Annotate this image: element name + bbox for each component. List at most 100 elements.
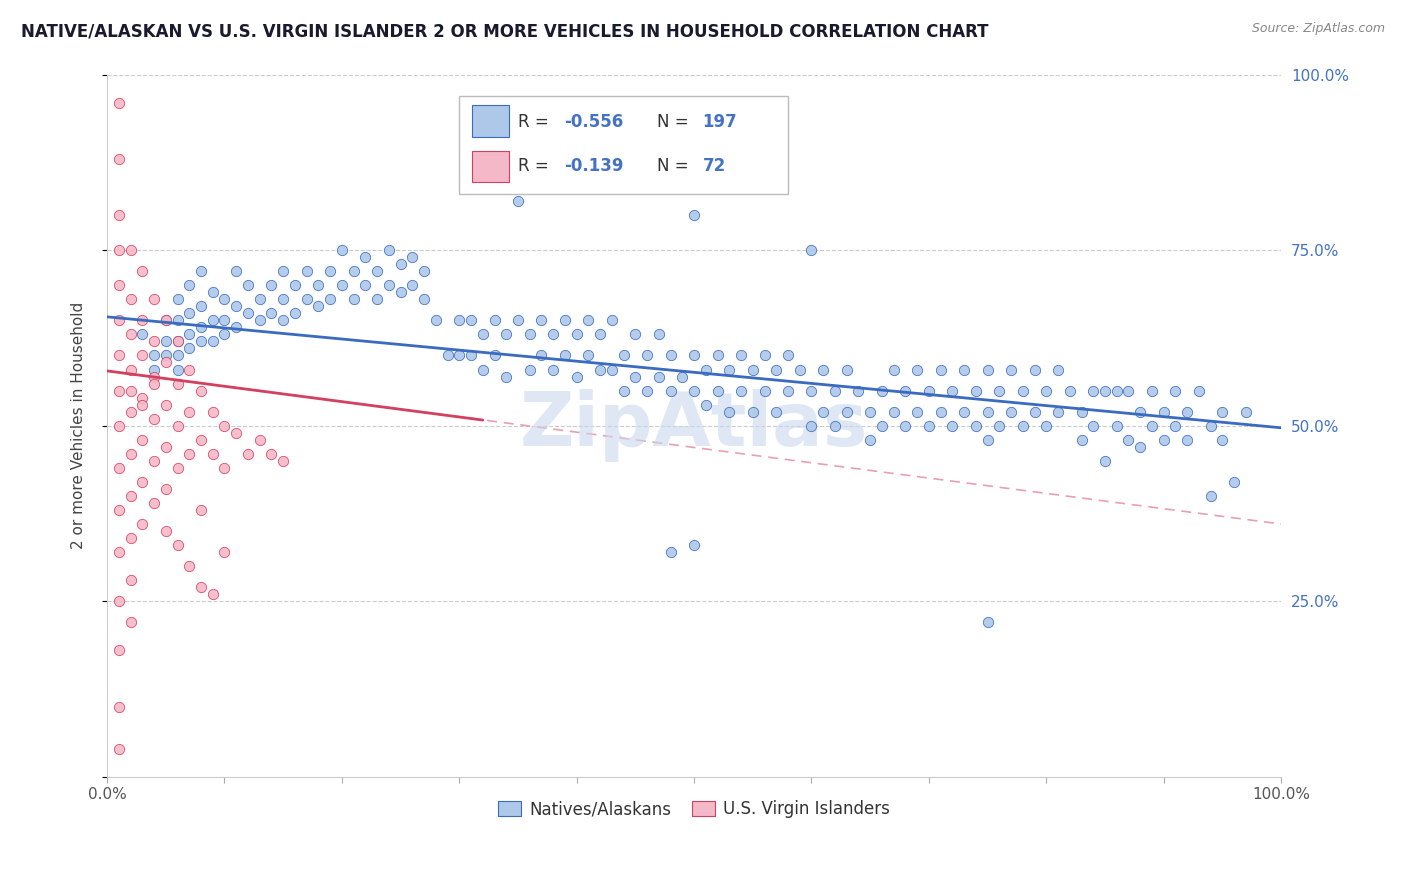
Point xyxy=(131,264,153,278)
Point xyxy=(578,348,600,362)
Point xyxy=(695,398,717,412)
Point xyxy=(236,278,259,293)
Point xyxy=(648,327,671,342)
Point xyxy=(683,208,706,222)
Point xyxy=(166,538,188,552)
Point xyxy=(624,327,647,342)
Point xyxy=(813,362,835,376)
Point xyxy=(976,615,998,630)
Point xyxy=(965,384,987,398)
Point xyxy=(166,418,188,433)
Point xyxy=(671,369,693,384)
Point xyxy=(988,384,1011,398)
Point xyxy=(683,538,706,552)
Point xyxy=(284,306,307,320)
Point xyxy=(401,250,423,264)
Point xyxy=(131,433,153,447)
Point xyxy=(108,741,131,756)
Point xyxy=(166,348,188,362)
Point xyxy=(131,327,153,342)
Point xyxy=(589,327,612,342)
Point xyxy=(214,418,236,433)
Point xyxy=(190,580,212,594)
Point xyxy=(108,348,131,362)
Point xyxy=(1083,418,1105,433)
Point xyxy=(1035,418,1057,433)
Point xyxy=(1035,384,1057,398)
Point xyxy=(1140,418,1163,433)
Point xyxy=(155,482,177,496)
Point xyxy=(108,313,131,327)
Text: NATIVE/ALASKAN VS U.S. VIRGIN ISLANDER 2 OR MORE VEHICLES IN HOUSEHOLD CORRELATI: NATIVE/ALASKAN VS U.S. VIRGIN ISLANDER 2… xyxy=(21,22,988,40)
Point xyxy=(201,447,224,461)
Point xyxy=(506,313,529,327)
Point xyxy=(214,293,236,307)
Point xyxy=(613,384,636,398)
Point xyxy=(1234,404,1257,418)
Point xyxy=(636,348,658,362)
Point xyxy=(249,293,271,307)
Point xyxy=(800,418,823,433)
Point xyxy=(249,313,271,327)
Point xyxy=(120,293,142,307)
Point xyxy=(1000,362,1022,376)
Point xyxy=(260,447,283,461)
Point xyxy=(683,384,706,398)
Point xyxy=(1211,433,1233,447)
Point xyxy=(894,384,917,398)
Point xyxy=(131,475,153,489)
Point xyxy=(1175,433,1198,447)
Point xyxy=(848,384,870,398)
Point xyxy=(870,384,893,398)
Point xyxy=(765,404,787,418)
Point xyxy=(1129,404,1152,418)
Point xyxy=(143,293,166,307)
Legend: Natives/Alaskans, U.S. Virgin Islanders: Natives/Alaskans, U.S. Virgin Islanders xyxy=(491,793,897,825)
Point xyxy=(1129,440,1152,454)
Point xyxy=(541,327,564,342)
Point xyxy=(1164,384,1187,398)
Point xyxy=(190,334,212,349)
Point xyxy=(201,285,224,300)
Point xyxy=(389,285,412,300)
Point xyxy=(319,293,342,307)
Point xyxy=(636,384,658,398)
Point xyxy=(530,313,553,327)
Point xyxy=(143,334,166,349)
Point xyxy=(190,264,212,278)
Point xyxy=(179,404,201,418)
Point xyxy=(155,524,177,538)
Point xyxy=(953,362,976,376)
Point xyxy=(120,327,142,342)
Point xyxy=(271,454,294,468)
Point xyxy=(120,243,142,257)
Point xyxy=(225,320,247,334)
Point xyxy=(1199,418,1222,433)
Point xyxy=(495,327,517,342)
Text: Source: ZipAtlas.com: Source: ZipAtlas.com xyxy=(1251,22,1385,36)
Point xyxy=(600,313,623,327)
Point xyxy=(354,250,377,264)
Point xyxy=(295,264,318,278)
Point xyxy=(201,313,224,327)
Point xyxy=(1059,384,1081,398)
Point xyxy=(120,404,142,418)
Point xyxy=(905,404,928,418)
Point xyxy=(554,348,576,362)
Point xyxy=(190,503,212,517)
Point xyxy=(706,384,728,398)
Point xyxy=(343,264,366,278)
Point xyxy=(754,384,776,398)
Point xyxy=(108,95,131,110)
Point xyxy=(905,362,928,376)
Point xyxy=(143,496,166,510)
Point xyxy=(166,362,188,376)
Point xyxy=(683,348,706,362)
Point xyxy=(143,369,166,384)
Point xyxy=(741,362,763,376)
Point xyxy=(108,460,131,475)
Point xyxy=(754,348,776,362)
Point xyxy=(108,699,131,714)
Point xyxy=(214,545,236,559)
Point xyxy=(120,573,142,587)
